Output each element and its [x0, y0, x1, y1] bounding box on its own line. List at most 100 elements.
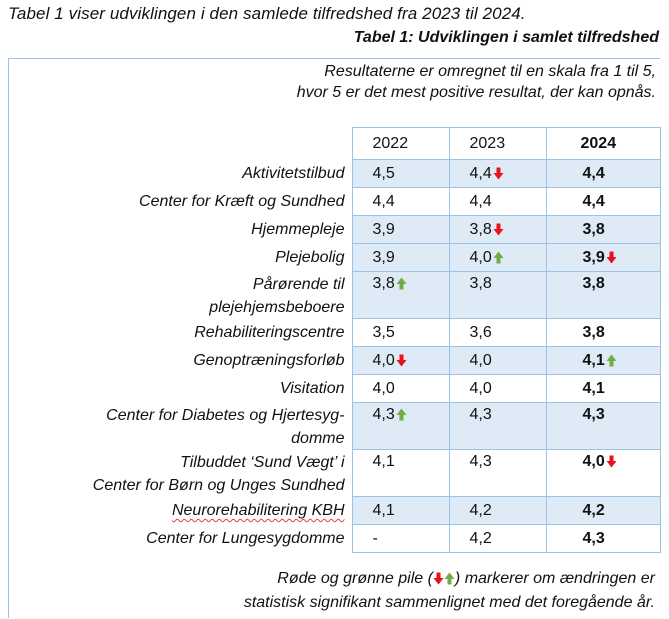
value-2023: 3,8: [469, 220, 492, 238]
row-label-text: Plejebolig: [275, 249, 345, 266]
value-cell-2024: 4,1: [545, 346, 661, 375]
scale-note: Resultaterne er omregnet til en skala fr…: [297, 61, 656, 103]
value-2022: 3,5: [372, 323, 395, 341]
row-label: Neurorehabilitering KBH: [8, 497, 352, 525]
value-2023: 4,2: [469, 501, 492, 519]
value-cell-2023: 4,0: [448, 374, 547, 403]
value-2023: 3,8: [469, 275, 492, 292]
value-cell-2024: 4,4: [545, 187, 661, 216]
value-cell-2022: 3,9: [351, 243, 450, 272]
row-label-line2: Center for Børn og Unges Sundhed: [92, 476, 345, 494]
value-2023: 4,2: [469, 529, 492, 547]
value-2022: 4,5: [372, 164, 395, 182]
up-arrow-icon: [606, 354, 617, 367]
value-cell-2023: 4,4: [448, 187, 547, 216]
value-cell-2023: 3,6: [448, 318, 547, 347]
table-row: Neurorehabilitering KBH 4,1 4,2 4,2: [8, 496, 661, 525]
row-label: Genoptræningsforløb: [8, 347, 352, 375]
value-2024: 3,8: [582, 220, 605, 238]
value-2022: 3,8: [372, 275, 395, 292]
table-row: Center for Kræft og Sundhed 4,4 4,4 4,4: [8, 187, 661, 216]
value-2023: 4,3: [469, 406, 492, 423]
value-2023: 4,3: [469, 453, 492, 470]
arrow-legend-note: Røde og grønne pile ( ) markerer om ændri…: [244, 567, 655, 615]
row-label-line1: Tilbuddet ‘Sund Vægt’ i: [180, 453, 345, 471]
value-2024: 4,1: [582, 379, 605, 397]
value-cell-2023: 4,4: [448, 159, 547, 188]
row-label: Plejebolig: [8, 244, 352, 272]
value-2024: 4,2: [582, 501, 605, 519]
table-caption: Tabel 1: Udviklingen i samlet tilfredshe…: [353, 29, 659, 46]
row-label-line1: Center for Diabetes og Hjertesyg-: [106, 406, 345, 424]
down-arrow-icon: [606, 455, 617, 468]
value-2024: 3,8: [582, 275, 605, 292]
value-2022: 4,3: [372, 406, 395, 423]
value-cell-2022: 4,3: [351, 402, 450, 450]
table-row: Center for Diabetes og Hjertesyg-domme 4,…: [8, 402, 661, 450]
down-arrow-icon: [493, 167, 504, 180]
arrow-legend-text-b: ) markerer om ændringen er: [454, 570, 655, 587]
value-2023: 4,0: [469, 379, 492, 397]
value-2023: 3,6: [469, 323, 492, 341]
row-label-text: Visitation: [279, 380, 345, 397]
value-cell-2024: 4,2: [545, 496, 661, 525]
value-cell-2023: 4,2: [448, 524, 547, 553]
value-2024: 4,4: [582, 164, 605, 182]
header-2023: 2023: [448, 127, 547, 160]
table-row: Genoptræningsforløb 4,0 4,0 4,1: [8, 346, 661, 375]
row-label-text: Genoptræningsforløb: [193, 352, 345, 369]
header-2024: 2024: [545, 127, 661, 160]
value-cell-2022: 3,5: [351, 318, 450, 347]
value-cell-2022: 3,9: [351, 215, 450, 244]
value-2022: 4,0: [372, 351, 395, 369]
up-arrow-icon: [396, 408, 407, 421]
value-cell-2022: -: [351, 524, 450, 553]
row-label-text: Center for Kræft og Sundhed: [139, 193, 345, 210]
table-row: Pårørende til plejehjemsbeboere 3,8 3,8 3,8: [8, 271, 661, 319]
value-2023: 4,4: [469, 164, 492, 182]
value-2023: 4,0: [469, 351, 492, 369]
row-label: Visitation: [8, 375, 352, 403]
value-cell-2024: 3,9: [545, 243, 661, 272]
row-label-line1: Pårørende til: [252, 275, 345, 293]
table-row: Center for Lungesygdomme - 4,2 4,3: [8, 524, 661, 553]
row-label: Center for Kræft og Sundhed: [8, 188, 352, 216]
row-label-text: Rehabiliteringscentre: [194, 324, 345, 341]
value-2022: 4,1: [372, 453, 395, 470]
value-cell-2022: 4,1: [351, 496, 450, 525]
value-cell-2023: 3,8: [448, 271, 547, 319]
value-cell-2024: 3,8: [545, 271, 661, 319]
value-cell-2023: 3,8: [448, 215, 547, 244]
row-label: Aktivitetstilbud: [8, 160, 352, 188]
arrow-legend-text-a: Røde og grønne pile (: [277, 570, 433, 587]
down-arrow-icon: [433, 572, 444, 585]
scale-note-line1: Resultaterne er omregnet til en skala fr…: [324, 63, 656, 80]
value-2024: 4,0: [582, 453, 605, 470]
value-cell-2024: 4,1: [545, 374, 661, 403]
value-2024: 4,3: [582, 406, 605, 423]
arrow-legend-line1: Røde og grønne pile ( ) markerer om ændri…: [244, 567, 655, 591]
value-cell-2024: 3,8: [545, 215, 661, 244]
row-label: Hjemmepleje: [8, 216, 352, 244]
table-row: Tilbuddet ‘Sund Vægt’ i Center for Børn o…: [8, 449, 661, 497]
value-2022: 4,1: [372, 501, 395, 519]
value-cell-2022: 4,1: [351, 449, 450, 497]
up-arrow-icon: [493, 251, 504, 264]
value-2024: 4,4: [582, 192, 605, 210]
down-arrow-icon: [493, 223, 504, 236]
value-cell-2022: 4,5: [351, 159, 450, 188]
header-empty-cell: [8, 128, 352, 160]
value-2023: 4,0: [469, 248, 492, 266]
value-cell-2023: 4,2: [448, 496, 547, 525]
down-arrow-icon: [396, 354, 407, 367]
value-cell-2024: 4,3: [545, 402, 661, 450]
row-label-text: Aktivitetstilbud: [242, 165, 345, 182]
value-cell-2022: 4,4: [351, 187, 450, 216]
row-label: Center for Diabetes og Hjertesyg-domme: [8, 403, 352, 450]
value-cell-2023: 4,3: [448, 402, 547, 450]
arrow-legend-line2: statistisk signifikant sammenlignet med …: [243, 594, 655, 611]
value-cell-2022: 4,0: [351, 346, 450, 375]
up-arrow-icon: [396, 277, 407, 290]
value-cell-2022: 3,8: [351, 271, 450, 319]
value-cell-2023: 4,0: [448, 346, 547, 375]
